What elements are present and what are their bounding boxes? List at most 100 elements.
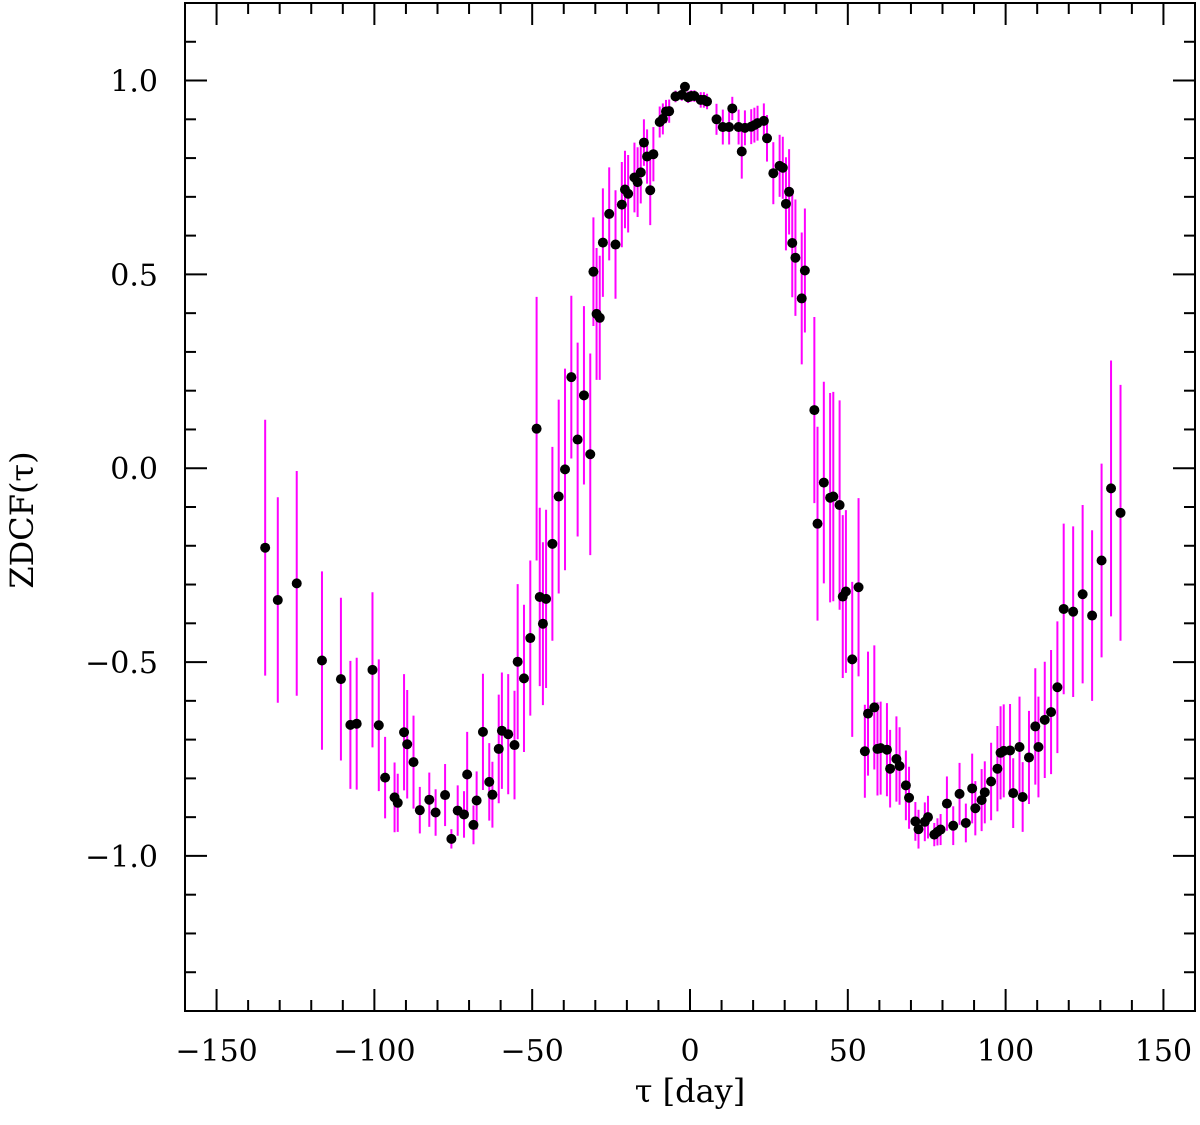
data-point <box>518 673 529 684</box>
data-point <box>1115 507 1126 518</box>
x-tick-label: 100 <box>977 1034 1034 1069</box>
data-point <box>859 746 870 757</box>
data-point <box>986 776 997 787</box>
data-point <box>594 312 605 323</box>
data-point <box>1033 741 1044 752</box>
x-tick-label: 0 <box>680 1034 699 1069</box>
plot-frame <box>184 2 1196 1012</box>
data-point <box>645 185 656 196</box>
data-point <box>610 239 621 250</box>
data-point <box>635 167 646 178</box>
data-point <box>316 655 327 666</box>
data-point <box>408 757 419 768</box>
data-point <box>531 423 542 434</box>
data-point <box>399 727 410 738</box>
x-tick-label: −50 <box>501 1034 564 1069</box>
y-tick-label: −0.5 <box>85 646 158 681</box>
data-point <box>525 633 536 644</box>
data-point <box>664 106 675 117</box>
data-point <box>493 743 504 754</box>
data-point <box>578 390 589 401</box>
data-point <box>790 252 801 263</box>
data-point <box>812 518 823 529</box>
data-point <box>560 464 571 475</box>
data-point <box>780 198 791 209</box>
data-point <box>440 790 451 801</box>
data-point <box>1014 741 1025 752</box>
data-point <box>840 586 851 597</box>
data-point <box>711 114 722 125</box>
data-point <box>572 434 583 445</box>
data-point <box>367 664 378 675</box>
data-point <box>509 740 520 751</box>
data-point <box>1068 606 1079 617</box>
data-point <box>632 177 643 188</box>
data-point <box>777 162 788 173</box>
data-point <box>537 618 548 629</box>
data-point <box>335 674 346 685</box>
data-point <box>1077 589 1088 600</box>
data-point <box>585 449 596 460</box>
data-point <box>462 769 473 780</box>
data-point <box>648 149 659 160</box>
data-point <box>484 776 495 787</box>
data-point <box>904 792 915 803</box>
data-point <box>402 739 413 750</box>
data-point <box>430 807 441 818</box>
data-point <box>260 542 271 553</box>
data-point <box>992 763 1003 774</box>
data-point <box>1017 791 1028 802</box>
data-point <box>847 654 858 665</box>
axis-ticks <box>185 3 1195 1011</box>
data-point <box>885 763 896 774</box>
data-point <box>787 237 798 248</box>
data-point <box>960 817 971 828</box>
y-tick-labels: −1.0 −0.5 0.0 0.5 1.0 <box>85 65 158 875</box>
data-point <box>1106 483 1117 494</box>
data-point <box>512 656 523 667</box>
data-point <box>818 477 829 488</box>
data-point <box>503 729 514 740</box>
y-tick-label: 0.0 <box>110 452 158 487</box>
data-point <box>702 96 713 107</box>
data-point <box>724 122 735 133</box>
data-point <box>758 115 769 126</box>
data-point <box>1005 745 1016 756</box>
data-point <box>941 798 952 809</box>
x-axis-label: τ [day] <box>635 1072 745 1110</box>
data-point <box>922 812 933 823</box>
data-point <box>784 186 795 197</box>
data-point <box>834 500 845 511</box>
data-point <box>727 103 738 114</box>
data-point <box>881 744 892 755</box>
data-point <box>1087 610 1098 621</box>
data-point <box>623 188 634 199</box>
data-point <box>900 780 911 791</box>
data-point <box>768 168 779 179</box>
x-tick-label: 150 <box>1135 1034 1192 1069</box>
y-axis-label: ZDCF(τ) <box>3 451 41 588</box>
data-point <box>541 593 552 604</box>
data-point <box>979 787 990 798</box>
data-point <box>1008 788 1019 799</box>
data-point <box>1030 721 1041 732</box>
data-point <box>967 783 978 794</box>
data-point <box>477 726 488 737</box>
data-point <box>853 582 864 593</box>
data-point <box>910 816 921 827</box>
data-point <box>471 795 482 806</box>
y-tick-label: 1.0 <box>110 65 158 100</box>
data-point <box>762 133 773 144</box>
data-point <box>863 708 874 719</box>
data-point <box>468 819 479 830</box>
x-tick-labels: −150 −100 −50 0 50 100 150 <box>175 1034 1192 1069</box>
data-point <box>272 595 283 606</box>
data-point <box>1096 555 1107 566</box>
data-point <box>414 805 425 816</box>
data-point <box>796 293 807 304</box>
data-point <box>604 208 615 219</box>
data-point <box>597 237 608 248</box>
data-point <box>566 372 577 383</box>
data-point <box>1023 752 1034 763</box>
